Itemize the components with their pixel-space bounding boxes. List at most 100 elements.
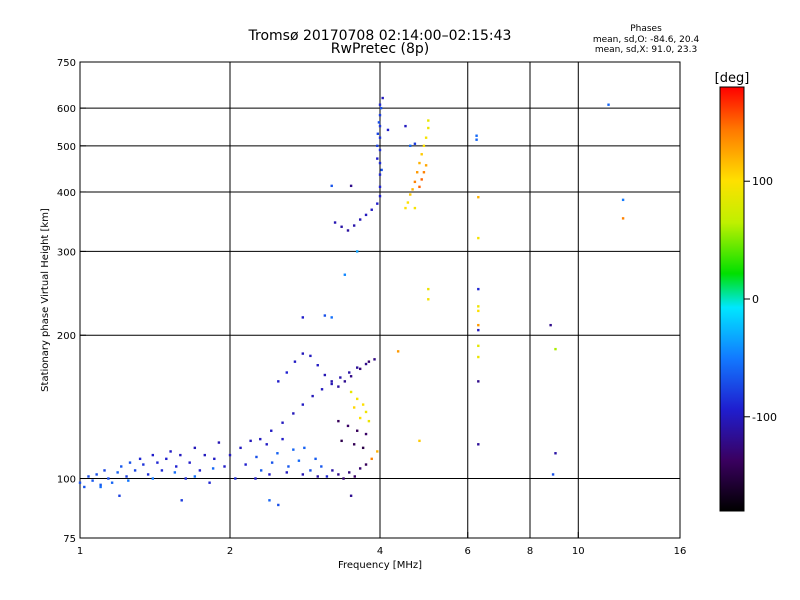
data-point xyxy=(361,446,365,450)
data-point xyxy=(125,475,128,478)
data-point xyxy=(346,229,350,232)
data-point xyxy=(211,467,215,470)
y-tick-label: 300 xyxy=(57,247,76,258)
data-point xyxy=(156,461,159,464)
data-point xyxy=(311,394,314,398)
y-tick-label: 200 xyxy=(57,331,76,342)
data-point xyxy=(353,475,356,478)
data-point xyxy=(301,473,305,476)
data-point xyxy=(352,443,356,446)
data-point xyxy=(268,499,271,502)
data-point xyxy=(160,469,164,472)
data-point xyxy=(316,475,319,478)
data-point xyxy=(323,373,327,377)
y-tick-label: 600 xyxy=(57,104,76,115)
data-point xyxy=(165,457,168,461)
data-point xyxy=(301,403,305,406)
data-point xyxy=(270,461,274,464)
data-point xyxy=(323,314,327,317)
data-point xyxy=(418,185,421,189)
data-point xyxy=(213,457,216,461)
data-point xyxy=(78,481,82,484)
x-tick-label: 10 xyxy=(572,546,585,557)
data-point xyxy=(477,328,480,332)
data-point xyxy=(268,473,271,476)
data-point xyxy=(301,316,305,319)
data-point xyxy=(477,344,480,348)
stats-line2: mean, sd,X: 91.0, 23.3 xyxy=(595,45,697,55)
data-point xyxy=(411,188,414,191)
data-point xyxy=(309,469,312,472)
data-point xyxy=(607,103,610,106)
x-tick-label: 16 xyxy=(674,546,687,557)
data-point xyxy=(297,459,301,462)
data-point xyxy=(427,287,430,291)
data-point xyxy=(128,461,132,464)
data-point xyxy=(370,457,373,461)
data-point xyxy=(409,144,412,148)
stats-line1: mean, sd,O: -84.6, 20.4 xyxy=(593,35,700,45)
data-point xyxy=(330,316,333,319)
data-point xyxy=(309,354,312,358)
data-point xyxy=(396,350,400,353)
data-point xyxy=(413,180,417,184)
data-point xyxy=(330,382,333,386)
data-point xyxy=(413,206,417,210)
data-point xyxy=(418,439,421,443)
data-point xyxy=(356,366,359,369)
data-point xyxy=(477,287,480,291)
data-point xyxy=(198,469,202,472)
data-point xyxy=(380,168,383,172)
data-point xyxy=(173,471,177,474)
data-point xyxy=(418,161,421,165)
data-point xyxy=(549,323,552,327)
data-point xyxy=(370,208,373,211)
data-point xyxy=(320,388,324,391)
data-point xyxy=(281,437,284,441)
data-point xyxy=(339,376,342,379)
data-point xyxy=(621,198,625,202)
data-point xyxy=(422,144,426,148)
data-point xyxy=(287,465,290,468)
data-point xyxy=(477,380,480,383)
data-point xyxy=(331,469,334,472)
colorbar-tick-labels: 100 0 -100 xyxy=(744,175,777,424)
data-point xyxy=(316,364,319,367)
colorbar-scale xyxy=(719,86,745,512)
data-point xyxy=(91,479,94,482)
data-point xyxy=(333,221,337,224)
y-tick-label: 100 xyxy=(57,475,76,486)
data-point xyxy=(99,485,102,489)
data-point xyxy=(270,429,273,432)
data-point xyxy=(349,375,353,378)
data-point xyxy=(337,385,340,388)
data-point xyxy=(340,225,343,228)
data-point xyxy=(364,432,368,436)
data-point xyxy=(303,446,306,450)
data-point xyxy=(420,178,423,181)
data-point xyxy=(244,463,247,466)
data-point xyxy=(239,446,242,450)
data-point xyxy=(337,473,340,476)
data-point xyxy=(349,390,353,394)
data-point xyxy=(169,450,172,453)
data-point xyxy=(378,124,382,128)
x-axis-label: Frequency [MHz] xyxy=(338,560,422,571)
y-tick-label: 75 xyxy=(63,534,76,545)
data-point xyxy=(265,443,268,446)
data-point xyxy=(475,134,478,137)
data-point xyxy=(254,477,257,480)
plot-area: 1 2 4 6 8 10 16 75 100 200 300 400 500 600 750 xyxy=(57,58,686,557)
data-point xyxy=(259,437,262,441)
data-point xyxy=(293,360,297,363)
data-point xyxy=(420,153,423,156)
colorbar-label: [deg] xyxy=(715,71,750,86)
data-point xyxy=(554,347,557,351)
data-point xyxy=(234,477,237,480)
y-tick-label: 400 xyxy=(57,188,76,199)
data-point xyxy=(358,367,362,371)
data-point xyxy=(320,465,323,468)
data-point xyxy=(314,457,317,461)
data-point xyxy=(477,195,480,199)
